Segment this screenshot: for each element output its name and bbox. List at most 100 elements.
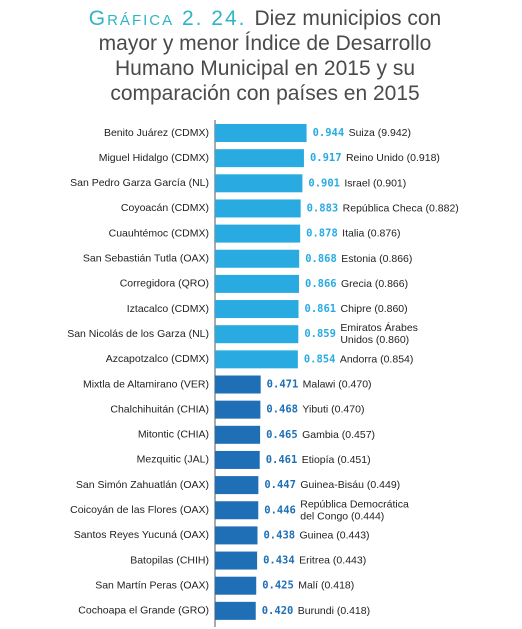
annotation-line: Malawi (0.470) xyxy=(303,378,372,390)
value-label: 0.883 xyxy=(307,202,339,214)
value-label: 0.447 xyxy=(264,479,296,491)
value-label: 0.471 xyxy=(267,379,299,391)
bar xyxy=(215,450,260,469)
annotation: Malí (0.418) xyxy=(298,579,354,591)
bar xyxy=(215,400,261,419)
category-label: Benito Juárez (CDMX) xyxy=(104,127,209,139)
chart-title: Diez municipios con xyxy=(254,7,441,30)
bar xyxy=(215,350,298,369)
annotation-line: Italia (0.876) xyxy=(342,227,400,239)
bar xyxy=(215,476,259,495)
category-label: San Sebastián Tutla (OAX) xyxy=(83,253,209,265)
annotation: Yibuti (0.470) xyxy=(302,403,364,415)
bar xyxy=(215,551,258,570)
category-label: Cuauhtémoc (CDMX) xyxy=(109,227,209,239)
bar xyxy=(215,224,301,243)
value-label: 0.854 xyxy=(304,353,336,365)
bar xyxy=(215,249,300,268)
value-label: 0.878 xyxy=(306,228,338,240)
value-label: 0.438 xyxy=(263,529,295,541)
chart-title: comparación con países en 2015 xyxy=(110,82,419,105)
value-label: 0.446 xyxy=(264,504,296,516)
value-label: 0.866 xyxy=(305,278,337,290)
category-label: Mixtla de Altamirano (VER) xyxy=(83,378,209,390)
bar xyxy=(215,576,257,595)
bar xyxy=(215,149,304,168)
annotation-line: República Checa (0.882) xyxy=(343,202,459,214)
value-label: 0.420 xyxy=(262,605,294,617)
annotation-line: Reino Unido (0.918) xyxy=(346,152,440,164)
category-label: Iztacalco (CDMX) xyxy=(127,303,209,315)
annotation: Guinea (0.443) xyxy=(299,529,369,541)
value-label: 0.461 xyxy=(266,454,298,466)
annotation: República Checa (0.882) xyxy=(343,202,459,214)
bar xyxy=(215,174,303,193)
value-label: 0.944 xyxy=(313,127,345,139)
annotation-line: Malí (0.418) xyxy=(298,579,354,591)
chart-title-line: Gráfica 2. 24. Diez municipios con xyxy=(89,7,441,30)
value-label: 0.868 xyxy=(305,253,337,265)
annotation-line: Israel (0.901) xyxy=(344,177,406,189)
category-label: Santos Reyes Yucuná (OAX) xyxy=(74,529,209,541)
value-label: 0.465 xyxy=(266,429,298,441)
value-label: 0.425 xyxy=(262,580,294,592)
category-label: San Nicolás de los Garza (NL) xyxy=(67,328,209,340)
category-label: Coicoyán de las Flores (OAX) xyxy=(70,504,209,516)
category-label: San Pedro Garza García (NL) xyxy=(70,177,209,189)
annotation: Emiratos Árabes Unidos (0.860) xyxy=(340,321,418,346)
bar xyxy=(215,325,299,344)
category-label: Batopilas (CHIH) xyxy=(130,554,209,566)
chart-label: Gráfica 2. 24. xyxy=(89,7,247,30)
bar xyxy=(215,300,299,319)
bar xyxy=(215,124,307,142)
annotation-line: Emiratos Árabes xyxy=(340,321,418,334)
annotation: Italia (0.876) xyxy=(342,227,400,239)
annotation: Etiopía (0.451) xyxy=(302,454,371,466)
annotation-line: Unidos (0.860) xyxy=(340,334,409,346)
value-label: 0.901 xyxy=(308,177,340,189)
category-label: Corregidora (QRO) xyxy=(120,278,209,290)
bar xyxy=(215,526,258,545)
bar xyxy=(215,425,261,444)
annotation-line: Estonia (0.866) xyxy=(341,253,412,265)
bar xyxy=(215,274,300,293)
annotation-line: Etiopía (0.451) xyxy=(302,454,371,466)
annotation-line: Suiza (9.942) xyxy=(349,127,411,139)
category-label: Cochoapa el Grande (GRO) xyxy=(78,605,209,617)
annotation-line: Gambia (0.457) xyxy=(302,429,375,441)
annotation: Andorra (0.854) xyxy=(340,353,414,365)
bar xyxy=(215,501,259,520)
chart-title: mayor y menor Índice de Desarrollo xyxy=(99,32,432,55)
chart-title: Humano Municipal en 2015 y su xyxy=(115,57,415,80)
category-label: Mitontic (CHIA) xyxy=(138,429,209,441)
category-label: Mezquitic (JAL) xyxy=(137,454,209,466)
annotation: Grecia (0.866) xyxy=(341,278,408,290)
annotation-line: Burundi (0.418) xyxy=(298,605,370,617)
annotation-line: del Congo (0.444) xyxy=(300,510,384,522)
annotation: Reino Unido (0.918) xyxy=(346,152,440,164)
annotation: Estonia (0.866) xyxy=(341,253,412,265)
annotation: Eritrea (0.443) xyxy=(299,554,366,566)
category-label: Coyoacán (CDMX) xyxy=(121,202,209,214)
value-label: 0.917 xyxy=(310,152,342,164)
annotation-line: Guinea-Bisáu (0.449) xyxy=(300,479,400,491)
category-label: Azcapotzalco (CDMX) xyxy=(106,353,209,365)
bar xyxy=(215,375,261,394)
annotation: República Democrática del Congo (0.444) xyxy=(300,498,409,522)
annotation: Chipre (0.860) xyxy=(341,303,408,315)
value-label: 0.434 xyxy=(263,555,295,567)
annotation: Israel (0.901) xyxy=(344,177,406,189)
bar xyxy=(215,199,301,218)
annotation-line: Andorra (0.854) xyxy=(340,353,414,365)
annotation-line: Grecia (0.866) xyxy=(341,278,408,290)
annotation: Malawi (0.470) xyxy=(303,378,372,390)
annotation-line: República Democrática xyxy=(300,498,409,510)
annotation: Suiza (9.942) xyxy=(349,127,411,139)
annotation: Guinea-Bisáu (0.449) xyxy=(300,479,400,491)
bar xyxy=(215,601,256,620)
value-label: 0.468 xyxy=(266,404,298,416)
value-label: 0.859 xyxy=(304,328,336,340)
value-label: 0.861 xyxy=(305,303,337,315)
category-label: Miguel Hidalgo (CDMX) xyxy=(99,152,209,164)
